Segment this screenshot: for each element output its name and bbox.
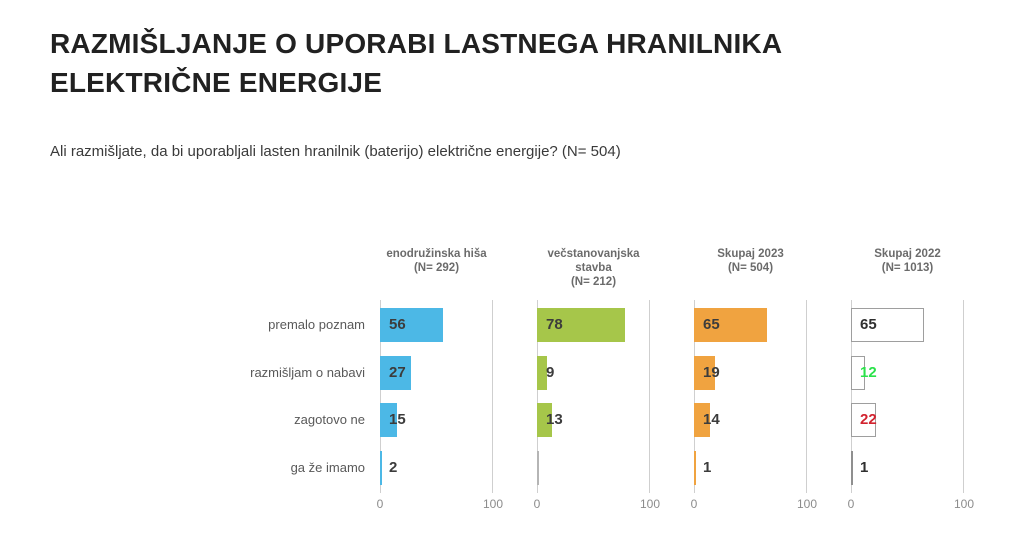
bar-value: 15: [389, 411, 406, 428]
survey-question: Ali razmišljate, da bi uporabljali laste…: [50, 143, 621, 160]
bar: [380, 451, 383, 485]
x-tick-0: 0: [376, 497, 384, 511]
x-tick-100: 100: [953, 497, 975, 511]
gridline-100: [492, 300, 493, 493]
panel-header-name: Skupaj 2022: [874, 248, 941, 260]
bar: [851, 403, 876, 437]
panel-header: večstanovanjska stavba (N= 212): [529, 247, 659, 289]
bar-value: 9: [546, 364, 555, 381]
bar: [380, 356, 411, 390]
bar: [537, 308, 626, 342]
bar-value: 14: [703, 411, 720, 428]
bar-value: 1: [703, 459, 712, 476]
panel-header-n: (N= 504): [727, 262, 774, 274]
bar-value: 1: [860, 459, 869, 476]
bar: [380, 308, 444, 342]
panel-header: Skupaj 2023 (N= 504): [686, 247, 816, 275]
category-label: ga že imamo: [290, 460, 365, 475]
bar: [537, 403, 552, 437]
bar-value: 22: [860, 411, 877, 428]
bar: [694, 403, 710, 437]
gridline-100: [963, 300, 964, 493]
bar: [851, 356, 865, 390]
axis-line-zero: [851, 300, 852, 493]
bar: [537, 356, 548, 390]
bar-value: 19: [703, 364, 720, 381]
bar-value: 65: [703, 316, 720, 333]
category-label: premalo poznam: [268, 317, 365, 332]
chart-panel: 78 9 13 0 100: [534, 300, 660, 520]
x-tick-0: 0: [847, 497, 855, 511]
panel-header-name: enodružinska hiša: [386, 248, 487, 260]
axis-line-zero: [694, 300, 695, 493]
gridline-100: [649, 300, 650, 493]
chart-panel: 65 12 22 1 0 100: [848, 300, 974, 520]
page-title-line1: RAZMIŠLJANJE O UPORABI LASTNEGA HRANILNI…: [50, 28, 783, 59]
bar: [851, 308, 925, 342]
x-tick-100: 100: [639, 497, 661, 511]
panel-header-n: (N= 1013): [881, 262, 934, 274]
x-tick-100: 100: [796, 497, 818, 511]
bar-value: 2: [389, 459, 398, 476]
chart-panel: 56 27 15 2 0 100: [377, 300, 503, 520]
bar: [380, 403, 397, 437]
x-tick-100: 100: [482, 497, 504, 511]
axis-line-zero: [380, 300, 381, 493]
axis-line-zero: [537, 300, 538, 493]
page-title: RAZMIŠLJANJE O UPORABI LASTNEGA HRANILNI…: [50, 24, 890, 102]
category-label: zagotovo ne: [294, 412, 365, 427]
panel-header-n: (N= 212): [570, 276, 617, 288]
panel-header: Skupaj 2022 (N= 1013): [843, 247, 973, 275]
bar: [694, 356, 716, 390]
bar: [537, 451, 539, 485]
bar-value: 12: [860, 364, 877, 381]
panel-header-n: (N= 292): [413, 262, 460, 274]
bar-value: 78: [546, 316, 563, 333]
page-title-line2: ELEKTRIČNE ENERGIJE: [50, 67, 383, 98]
bar-value: 65: [860, 316, 877, 333]
category-label: razmišljam o nabavi: [250, 365, 365, 380]
panel-header-name: Skupaj 2023: [717, 248, 784, 260]
panel-header: enodružinska hiša (N= 292): [372, 247, 502, 275]
panel-header-name: večstanovanjska stavba: [547, 248, 640, 274]
bar-value: 27: [389, 364, 406, 381]
bar-value: 13: [546, 411, 563, 428]
bar: [694, 451, 696, 485]
x-tick-0: 0: [533, 497, 541, 511]
gridline-100: [806, 300, 807, 493]
bar: [851, 451, 853, 485]
bar-value: 56: [389, 316, 406, 333]
chart-panel: 65 19 14 1 0 100: [691, 300, 817, 520]
bar: [694, 308, 768, 342]
x-tick-0: 0: [690, 497, 698, 511]
